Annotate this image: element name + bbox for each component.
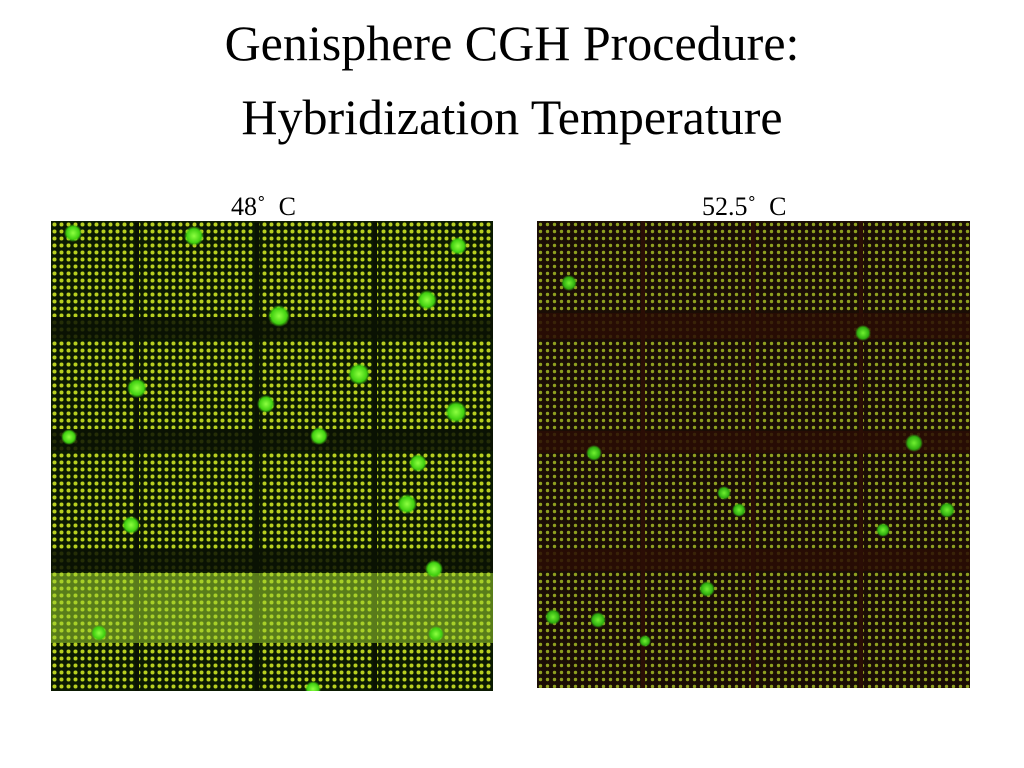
title-line: Hybridization Temperature <box>241 89 783 145</box>
microarray-image <box>537 221 970 688</box>
panel-label: 48˚ C <box>231 192 296 221</box>
title-line: Genisphere CGH Procedure: <box>224 15 800 71</box>
microarray-image <box>51 221 493 691</box>
panel-label: 52.5˚ C <box>702 192 787 221</box>
